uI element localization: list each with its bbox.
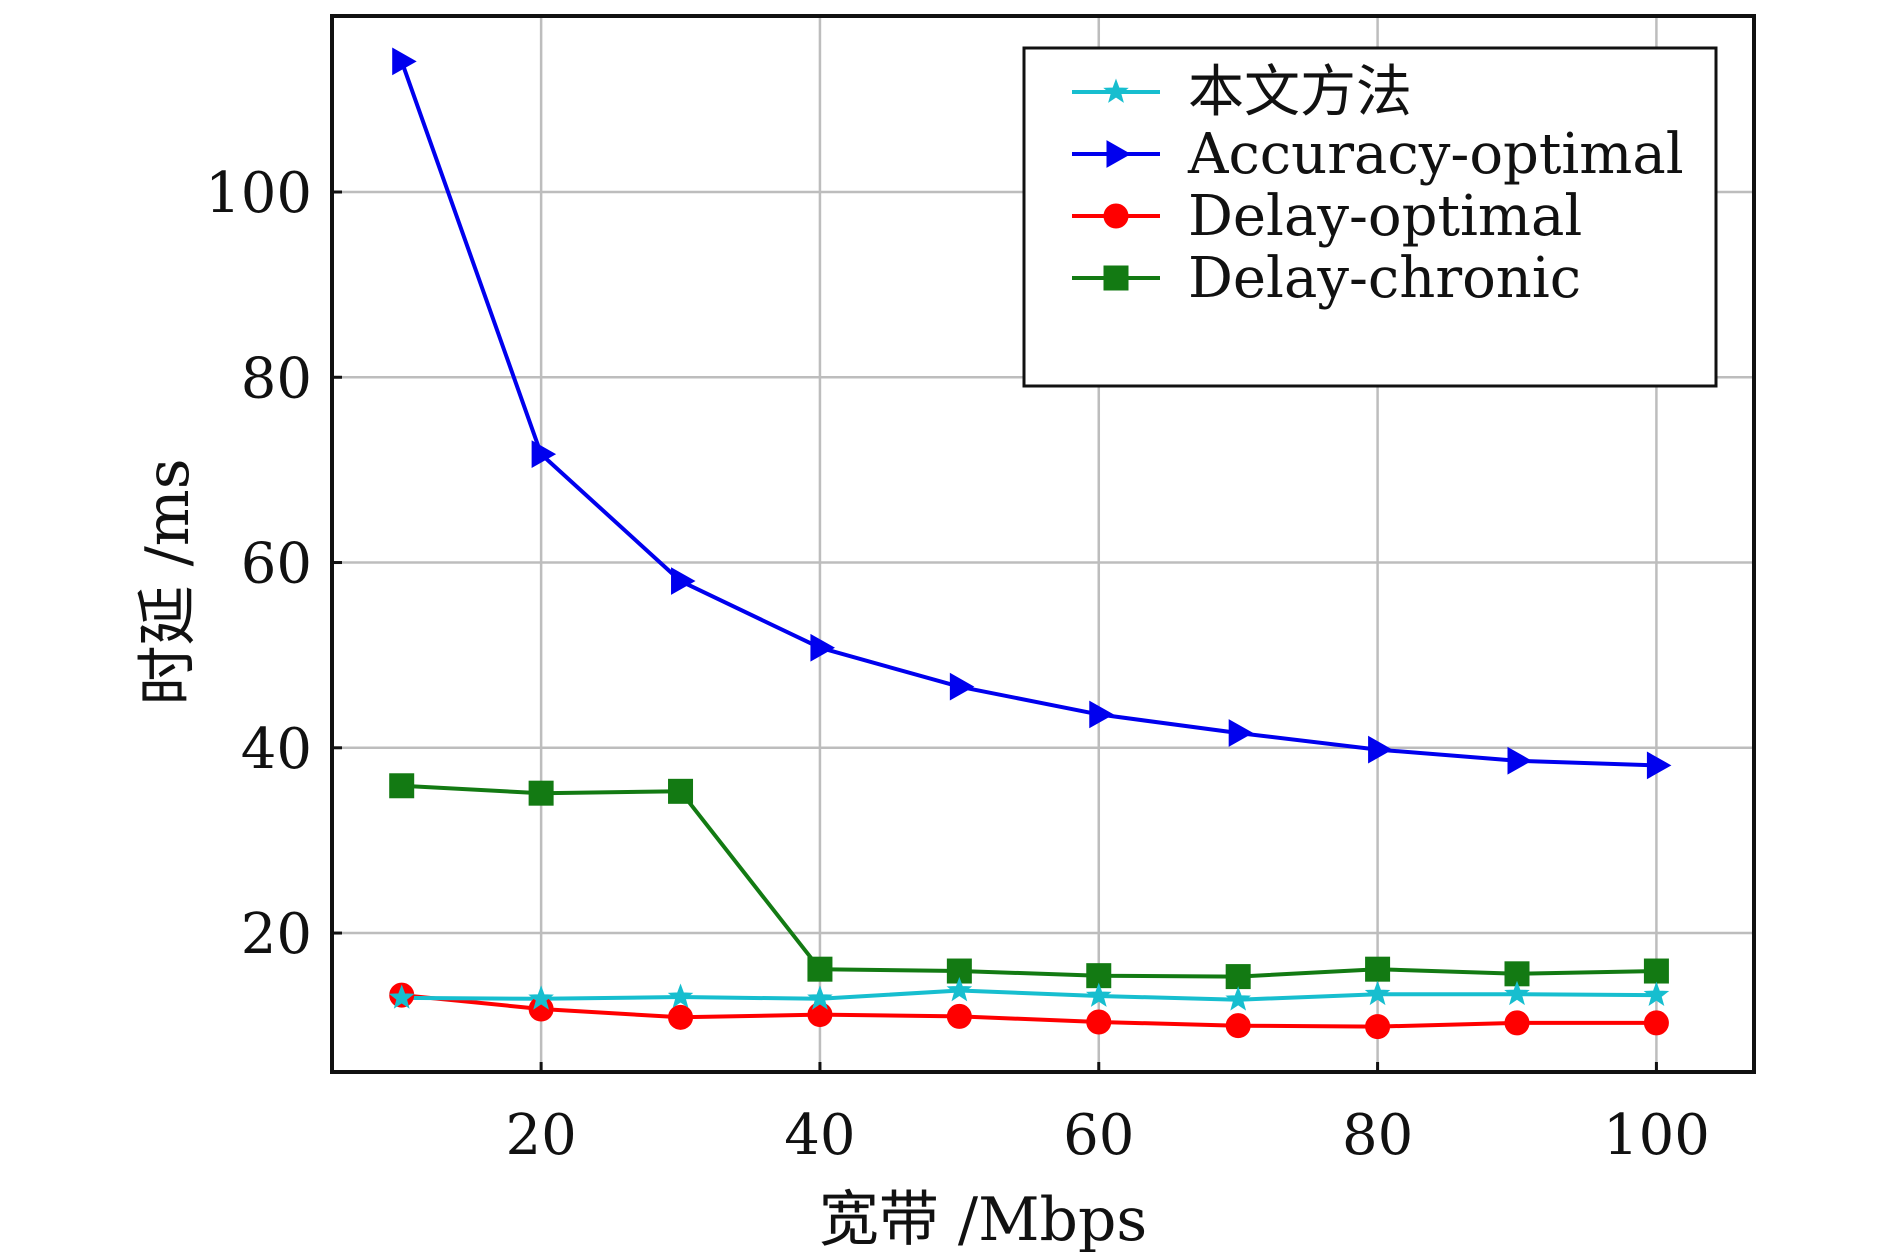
data-point [1364, 980, 1391, 1006]
x-tick-label: 40 [784, 1103, 855, 1168]
x-tick-label: 100 [1603, 1103, 1710, 1168]
x-axis-ticks: 20 40 60 80 100 [505, 1062, 1710, 1168]
x-tick-label: 80 [1342, 1103, 1413, 1168]
data-point [807, 1002, 833, 1028]
data-point [946, 977, 973, 1002]
series-line [401, 993, 1657, 1029]
data-point [1646, 751, 1672, 780]
data-point [949, 672, 975, 701]
x-axis-title: 宽带 /Mbps [819, 1185, 1147, 1252]
legend-label: Delay-chronic [1188, 246, 1581, 311]
data-point [528, 985, 554, 1010]
data-point [1504, 1010, 1530, 1036]
data-point [668, 1004, 694, 1030]
legend-swatch-marker [1103, 265, 1129, 291]
series-line [401, 988, 1657, 1002]
data-point [1368, 735, 1393, 764]
legend: 本文方法Accuracy-optimalDelay-optimalDelay-c… [1022, 46, 1718, 388]
data-point [1085, 982, 1112, 1007]
data-point [946, 1003, 972, 1029]
series-line [399, 60, 1657, 768]
series-line [401, 783, 1657, 979]
y-axis-ticks: 20 40 60 80 100 [205, 161, 342, 967]
legend-label: 本文方法 [1188, 60, 1412, 125]
data-point [807, 985, 833, 1010]
x-tick-label: 20 [505, 1103, 576, 1168]
data-point [388, 984, 415, 1009]
data-point [810, 633, 835, 662]
legend-label: Accuracy-optimal [1187, 122, 1684, 187]
data-point [392, 47, 417, 76]
data-point [671, 567, 696, 595]
legend-swatch-marker [1103, 203, 1129, 229]
data-point [1225, 964, 1251, 990]
y-axis-title: 时延 /ms [133, 459, 203, 706]
data-point [1507, 746, 1533, 775]
data-point [1086, 1009, 1112, 1035]
data-point [1643, 981, 1670, 1006]
data-point [1365, 1014, 1391, 1040]
data-point [1225, 1013, 1251, 1039]
data-point [1228, 719, 1254, 747]
series-lines [399, 60, 1657, 1029]
data-point [1365, 956, 1391, 982]
y-tick-label: 80 [241, 346, 312, 411]
data-point [528, 780, 554, 806]
data-point [807, 956, 833, 982]
data-point [1089, 700, 1114, 729]
legend-swatch-marker [1103, 78, 1129, 103]
x-tick-label: 60 [1063, 1103, 1134, 1168]
series-markers [388, 47, 1672, 1040]
y-tick-label: 60 [241, 532, 312, 597]
data-point [668, 778, 694, 804]
y-tick-label: 100 [205, 161, 312, 226]
data-point [667, 983, 694, 1008]
legend-label: Delay-optimal [1188, 184, 1582, 249]
data-point [1225, 986, 1251, 1011]
data-point [1643, 958, 1669, 984]
data-point [1504, 980, 1530, 1006]
plot-frame [330, 14, 1756, 1074]
legend-swatch-marker [1106, 140, 1132, 168]
data-point [389, 773, 415, 799]
data-point [1643, 1010, 1669, 1036]
y-tick-label: 20 [241, 902, 312, 967]
data-point [531, 440, 557, 469]
y-tick-label: 40 [241, 717, 312, 782]
